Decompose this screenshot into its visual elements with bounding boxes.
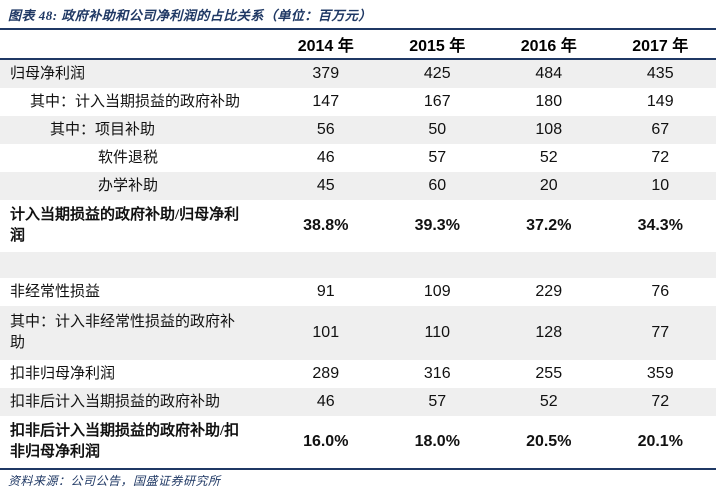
row-value: 255 — [535, 365, 563, 382]
table-row: 其中：计入当期损益的政府补助 147 167 180 149 — [0, 88, 716, 116]
row-value: 484 — [535, 65, 563, 82]
column-header-2014: 2014 年 — [297, 38, 354, 55]
row-value: 67 — [651, 121, 670, 138]
row-label: 办学补助 — [98, 177, 159, 194]
figure-title-bar: 图表 48: 政府补助和公司净利润的占比关系（单位：百万元） — [0, 0, 716, 30]
row-value: 91 — [316, 283, 335, 300]
row-value: 46 — [316, 149, 335, 166]
row-value: 18.0% — [414, 433, 460, 450]
row-value: 57 — [428, 149, 447, 166]
column-header-2015: 2015 年 — [409, 38, 466, 55]
spacer-row — [0, 252, 716, 278]
row-value: 316 — [423, 365, 451, 382]
table-row-ratio: 扣非后计入当期损益的政府补助/扣非归母净利润 16.0% 18.0% 20.5%… — [0, 416, 716, 468]
row-value: 57 — [428, 393, 447, 410]
row-value: 60 — [428, 177, 447, 194]
row-label: 扣非后计入当期损益的政府补助 — [10, 393, 221, 410]
row-value: 52 — [539, 149, 558, 166]
table-header-row: 2014 年 2015 年 2016 年 2017 年 — [0, 30, 716, 60]
row-value: 108 — [535, 121, 563, 138]
row-value: 180 — [535, 93, 563, 110]
table-row: 其中：项目补助 56 50 108 67 — [0, 116, 716, 144]
row-value: 77 — [651, 324, 670, 341]
source-footer-bar: 资料来源：公司公告，国盛证券研究所 — [0, 468, 716, 490]
row-value: 34.3% — [637, 217, 683, 234]
row-value: 56 — [316, 121, 335, 138]
column-header-2016: 2016 年 — [520, 38, 577, 55]
row-value: 425 — [423, 65, 451, 82]
row-value: 128 — [535, 324, 563, 341]
row-value: 16.0% — [303, 433, 349, 450]
row-value: 72 — [651, 393, 670, 410]
row-value: 101 — [312, 324, 340, 341]
row-label: 计入当期损益的政府补助/归母净利润 — [10, 207, 240, 244]
table-row: 办学补助 45 60 20 10 — [0, 172, 716, 200]
row-value: 76 — [651, 283, 670, 300]
row-label: 其中：计入非经常性损益的政府补助 — [10, 314, 236, 351]
row-value: 46 — [316, 393, 335, 410]
table-row: 扣非归母净利润 289 316 255 359 — [0, 360, 716, 388]
row-value: 167 — [423, 93, 451, 110]
row-value: 37.2% — [526, 217, 572, 234]
row-value: 20.1% — [637, 433, 683, 450]
row-value: 435 — [646, 65, 674, 82]
table-row-ratio: 计入当期损益的政府补助/归母净利润 38.8% 39.3% 37.2% 34.3… — [0, 200, 716, 252]
row-value: 20 — [539, 177, 558, 194]
table-row: 软件退税 46 57 52 72 — [0, 144, 716, 172]
row-label: 非经常性损益 — [10, 283, 101, 300]
source-note: 资料来源：公司公告，国盛证券研究所 — [8, 473, 221, 488]
row-value: 39.3% — [414, 217, 460, 234]
row-value: 147 — [312, 93, 340, 110]
row-value: 10 — [651, 177, 670, 194]
table-row: 非经常性损益 91 109 229 76 — [0, 278, 716, 306]
figure-title: 图表 48: 政府补助和公司净利润的占比关系（单位：百万元） — [8, 7, 372, 23]
table-row: 扣非后计入当期损益的政府补助 46 57 52 72 — [0, 388, 716, 416]
row-value: 149 — [646, 93, 674, 110]
row-value: 359 — [646, 365, 674, 382]
row-label: 其中：计入当期损益的政府补助 — [30, 93, 241, 110]
table-row: 其中：计入非经常性损益的政府补助 101 110 128 77 — [0, 306, 716, 360]
column-header-2017: 2017 年 — [632, 38, 689, 55]
row-value: 289 — [312, 365, 340, 382]
row-label: 扣非后计入当期损益的政府补助/扣非归母净利润 — [10, 423, 240, 460]
row-label: 软件退税 — [98, 149, 159, 166]
row-value: 20.5% — [526, 433, 572, 450]
row-value: 38.8% — [303, 217, 349, 234]
row-label: 归母净利润 — [10, 65, 86, 82]
row-label: 其中：项目补助 — [50, 121, 156, 138]
row-value: 109 — [423, 283, 451, 300]
row-value: 52 — [539, 393, 558, 410]
row-value: 110 — [424, 324, 450, 341]
row-label: 扣非归母净利润 — [10, 365, 116, 382]
table-row: 归母净利润 379 425 484 435 — [0, 60, 716, 88]
row-value: 229 — [535, 283, 563, 300]
row-value: 72 — [651, 149, 670, 166]
row-value: 45 — [316, 177, 335, 194]
row-value: 379 — [312, 65, 340, 82]
row-value: 50 — [428, 121, 447, 138]
